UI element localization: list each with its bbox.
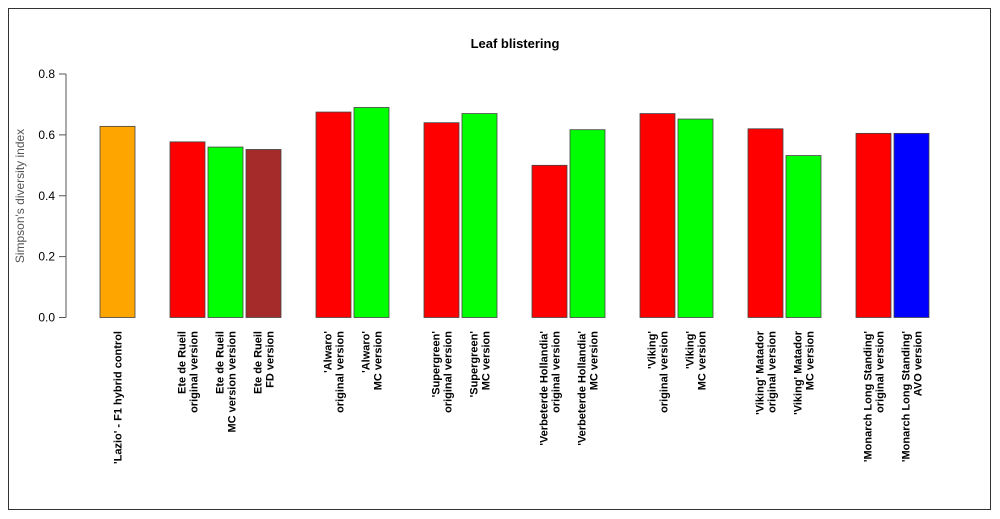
x-tick-label: 'Alwaro' — [361, 331, 373, 373]
x-tick-label: 'Viking' — [685, 331, 697, 369]
x-tick-label: Ete de Rueil — [253, 331, 265, 394]
x-tick-label: 'Monarch Long Standing' — [901, 331, 913, 462]
bar — [569, 129, 606, 318]
y-axis-label: Simpson's diversity index — [13, 129, 27, 263]
bars — [99, 107, 930, 318]
bar — [169, 141, 206, 318]
x-tick-label: 'Alwaro' — [323, 331, 335, 373]
bar — [99, 125, 136, 318]
x-tick-label: original version — [551, 331, 563, 413]
x-tick-label: Ete de Rueil — [177, 331, 189, 394]
x-tick-label: Ete de Rueil — [215, 331, 227, 394]
chart-title: Leaf blistering — [471, 36, 560, 51]
x-tick-label: 'Viking' — [647, 331, 659, 369]
x-tick-label: MC version — [697, 331, 709, 391]
x-tick-label: 'Viking' Matador — [793, 330, 805, 415]
y-tick-label: 0.0 — [38, 311, 55, 325]
x-tick-label: original version — [659, 331, 671, 413]
x-tick-label: MC version — [481, 331, 493, 391]
bar — [423, 122, 460, 318]
x-tick-label: MC version version — [227, 331, 239, 433]
x-tick-label: 'Verbeterde Hollandia' — [539, 331, 551, 446]
bar — [315, 111, 352, 318]
x-tick-label: AVO version — [913, 331, 925, 396]
y-axis: 0.0 0.2 0.4 0.6 0.8 — [38, 67, 67, 325]
x-tick-labels: 'Lazio' - F1 hybrid control Ete de Rueil o… — [113, 330, 925, 464]
bar — [639, 113, 676, 318]
bar — [207, 146, 244, 318]
x-tick-label: original version — [189, 331, 201, 413]
x-tick-label: MC version — [589, 331, 601, 391]
x-tick-label: original version — [335, 331, 347, 413]
bar — [245, 149, 282, 318]
x-tick-label: 'Monarch Long Standing' — [863, 331, 875, 462]
x-tick-label: MC version — [373, 331, 385, 391]
x-tick-label: 'Viking' Matador — [755, 330, 767, 415]
x-tick-label: MC version — [805, 331, 817, 391]
bar — [747, 128, 784, 318]
bar — [855, 132, 892, 318]
x-tick-label: 'Supergreen' — [431, 331, 443, 398]
bar — [461, 113, 498, 318]
bar — [353, 107, 390, 318]
bar — [785, 155, 822, 318]
y-tick-label: 0.2 — [38, 250, 55, 264]
y-tick-label: 0.4 — [38, 189, 55, 203]
y-tick-label: 0.6 — [38, 128, 55, 142]
x-tick-label: original version — [767, 331, 779, 413]
x-tick-label: original version — [443, 331, 455, 413]
x-tick-label: 'Lazio' - F1 hybrid control — [113, 331, 125, 464]
x-tick-label: 'Supergreen' — [469, 331, 481, 398]
bar — [893, 132, 930, 318]
x-tick-label: original version — [875, 331, 887, 413]
chart-frame — [8, 8, 991, 510]
x-tick-label: FD version — [265, 331, 277, 388]
bar — [531, 164, 568, 318]
x-tick-label: 'Verbeterde Hollandia' — [577, 331, 589, 446]
bar — [677, 118, 714, 318]
y-tick-label: 0.8 — [38, 67, 55, 81]
